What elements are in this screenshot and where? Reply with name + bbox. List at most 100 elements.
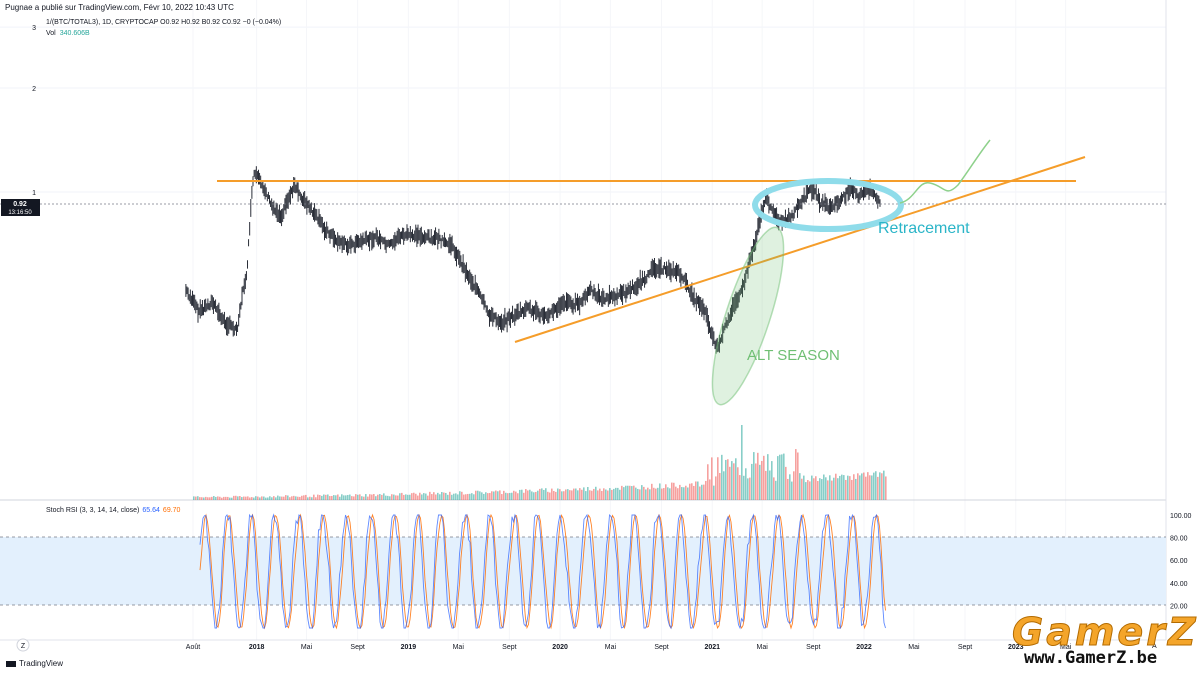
- alt-season-label: ALT SEASON: [747, 347, 840, 364]
- volume-bar: [825, 477, 827, 500]
- volume-bar: [871, 475, 873, 500]
- volume-bar: [239, 495, 241, 500]
- support-trendline[interactable]: [514, 156, 1086, 343]
- time-tick-label: Mai: [757, 644, 769, 651]
- volume-bar: [335, 495, 337, 500]
- volume-bar: [321, 495, 323, 500]
- volume-bar: [233, 495, 235, 500]
- stoch-tick-label: 20.00: [1170, 603, 1188, 610]
- projection-path[interactable]: [899, 139, 991, 204]
- volume-bar: [691, 483, 693, 500]
- volume-bar: [247, 496, 249, 500]
- volume-bar: [879, 472, 881, 500]
- volume-bar: [553, 491, 555, 500]
- volume-bar: [577, 490, 579, 500]
- volume-bar: [465, 494, 467, 500]
- volume-bar: [451, 494, 453, 500]
- ohlc-values: O0.92 H0.92 B0.92 C0.92 −0 (−0.04%): [160, 19, 282, 26]
- volume-bar: [293, 495, 295, 500]
- volume-bar: [701, 484, 703, 500]
- volume-bar: [633, 485, 635, 500]
- volume-bar: [489, 492, 491, 500]
- scale-button[interactable]: [16, 638, 30, 652]
- volume-bar: [291, 496, 293, 500]
- volume-bar: [379, 494, 381, 500]
- volume-bar: [265, 497, 267, 500]
- tradingview-brand[interactable]: TradingView: [6, 659, 63, 668]
- volume-bar: [485, 492, 487, 500]
- price-badge-countdown: 13:16:50: [8, 210, 32, 216]
- volume-bar: [623, 487, 625, 500]
- volume-bar: [283, 496, 285, 500]
- volume-bar: [327, 494, 329, 500]
- volume-bar: [515, 491, 517, 500]
- volume-bar: [295, 496, 297, 500]
- volume-bar: [589, 490, 591, 500]
- volume-bar: [307, 497, 309, 500]
- volume-bar: [315, 497, 317, 500]
- volume-bar: [455, 493, 457, 500]
- volume-bar: [875, 471, 877, 500]
- volume-bar: [305, 494, 307, 500]
- watermark-url: www.GamerZ.be: [1024, 648, 1158, 668]
- volume-bar: [389, 496, 391, 500]
- volume-bar: [857, 473, 859, 500]
- symbol-name[interactable]: 1/(BTC/TOTAL3), 1D, CRYPTOCAP: [46, 19, 159, 26]
- volume-bar: [595, 486, 597, 500]
- volume-bar: [647, 487, 649, 500]
- volume-bar: [373, 494, 375, 500]
- volume-bar: [277, 495, 279, 500]
- volume-bar: [375, 496, 377, 500]
- volume-bar: [257, 496, 259, 500]
- volume-bar: [299, 496, 301, 500]
- volume-value: 340.606B: [59, 30, 90, 37]
- volume-bar: [271, 497, 273, 500]
- time-tick-label: Sept: [806, 644, 820, 651]
- volume-bar: [235, 495, 237, 500]
- volume-bar: [769, 470, 771, 500]
- watermark-logo: GamerZ: [1012, 610, 1199, 655]
- volume-bar: [341, 494, 343, 500]
- volume-bar: [643, 486, 645, 500]
- volume-bar: [439, 494, 441, 500]
- volume-bar: [683, 487, 685, 500]
- price-tick-label: 3: [32, 25, 36, 32]
- volume-bar: [759, 464, 761, 500]
- volume-bar: [279, 496, 281, 500]
- volume-bar: [773, 477, 775, 500]
- stoch-tick-label: 80.00: [1170, 536, 1188, 543]
- volume-bar: [535, 491, 537, 500]
- volume-bar: [669, 488, 671, 500]
- volume-bar: [831, 480, 833, 500]
- stoch-label[interactable]: Stoch RSI (3, 3, 14, 14, close): [46, 507, 140, 514]
- volume-bar: [771, 461, 773, 500]
- time-tick-label: Sept: [654, 644, 668, 651]
- volume-bar: [815, 476, 817, 500]
- time-tick-label: 2023: [1008, 644, 1024, 651]
- volume-label: Vol: [46, 30, 56, 37]
- volume-bar: [787, 478, 789, 500]
- volume-bar: [833, 477, 835, 500]
- volume-bar: [471, 493, 473, 500]
- volume-bar: [745, 468, 747, 500]
- volume-bar: [223, 496, 225, 500]
- volume-bar: [469, 493, 471, 500]
- volume-bar: [803, 475, 805, 500]
- volume-bars: [193, 425, 887, 500]
- volume-bar: [853, 474, 855, 500]
- volume-bar: [765, 470, 767, 500]
- volume-bar: [655, 488, 657, 500]
- auto-scale-label[interactable]: A: [1152, 643, 1157, 650]
- volume-bar: [377, 494, 379, 500]
- volume-bar: [249, 497, 251, 500]
- volume-bar: [789, 474, 791, 500]
- volume-bar: [621, 485, 623, 500]
- volume-bar: [425, 493, 427, 500]
- retracement-ellipse[interactable]: [752, 178, 904, 232]
- alt-season-ellipse[interactable]: [698, 221, 797, 411]
- volume-bar: [197, 496, 199, 500]
- volume-bar: [715, 476, 717, 500]
- volume-bar: [549, 492, 551, 500]
- volume-bar: [505, 492, 507, 500]
